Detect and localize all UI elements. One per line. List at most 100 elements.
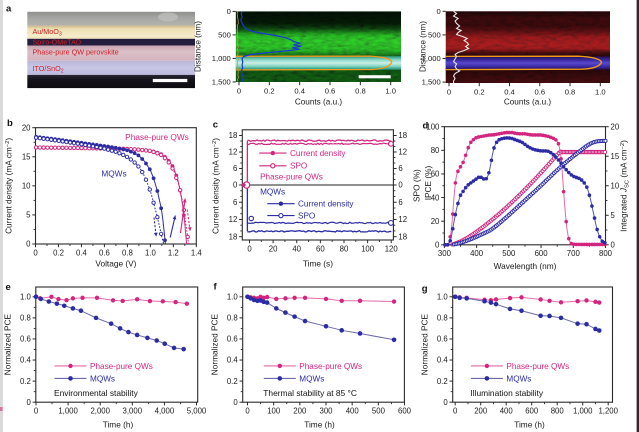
svg-text:100: 100 — [426, 122, 440, 131]
svg-text:0.6: 0.6 — [535, 88, 546, 97]
svg-text:0.8: 0.8 — [355, 87, 366, 96]
svg-text:0.4: 0.4 — [294, 87, 305, 96]
svg-text:0.6: 0.6 — [99, 248, 110, 257]
svg-text:400: 400 — [470, 249, 484, 258]
svg-text:Voltage (V): Voltage (V) — [95, 259, 136, 269]
svg-text:4,000: 4,000 — [155, 407, 175, 416]
svg-text:20: 20 — [431, 217, 440, 226]
svg-text:Time (s): Time (s) — [303, 259, 333, 269]
svg-text:300: 300 — [438, 249, 452, 258]
svg-text:1.0: 1.0 — [437, 293, 449, 302]
svg-text:0: 0 — [611, 241, 616, 250]
svg-text:0.8: 0.8 — [122, 248, 133, 257]
svg-text:Time (h): Time (h) — [103, 420, 134, 430]
svg-text:6: 6 — [398, 198, 402, 207]
svg-text:ITO/SnO2: ITO/SnO2 — [33, 64, 64, 75]
svg-text:20: 20 — [22, 123, 31, 132]
svg-text:80: 80 — [431, 146, 440, 155]
svg-text:0.4: 0.4 — [20, 356, 32, 365]
svg-text:5: 5 — [26, 211, 31, 220]
svg-text:0: 0 — [34, 407, 39, 416]
svg-text:0.2: 0.2 — [53, 248, 64, 257]
svg-text:0.8: 0.8 — [565, 88, 576, 97]
svg-text:1,500: 1,500 — [422, 78, 441, 87]
svg-text:0.4: 0.4 — [76, 248, 88, 257]
svg-text:400: 400 — [500, 407, 514, 416]
svg-text:6: 6 — [233, 198, 237, 207]
svg-text:0.4: 0.4 — [437, 356, 449, 365]
svg-text:Current density: Current density — [290, 149, 346, 158]
svg-text:12: 12 — [229, 148, 238, 157]
svg-text:1.0: 1.0 — [227, 293, 239, 302]
svg-text:Phase-pure QWs: Phase-pure QWs — [506, 362, 569, 371]
svg-text:100: 100 — [267, 407, 281, 416]
svg-text:0.8: 0.8 — [20, 314, 31, 323]
svg-text:Phase-pure QWs: Phase-pure QWs — [125, 132, 189, 142]
svg-text:2,000: 2,000 — [90, 407, 110, 416]
svg-text:12: 12 — [398, 215, 407, 224]
svg-text:18: 18 — [229, 131, 238, 140]
svg-text:IPCE (%): IPCE (%) — [423, 165, 433, 200]
svg-text:500: 500 — [502, 249, 516, 258]
svg-text:0: 0 — [435, 241, 440, 250]
svg-text:10: 10 — [611, 181, 620, 190]
svg-text:0.8: 0.8 — [437, 314, 448, 323]
svg-text:SPO: SPO — [290, 162, 307, 171]
svg-text:0: 0 — [26, 240, 31, 249]
svg-text:40: 40 — [292, 244, 301, 253]
svg-text:Phase-pure QWs: Phase-pure QWs — [299, 362, 362, 371]
svg-text:Distance (nm): Distance (nm) — [194, 21, 203, 72]
svg-text:a: a — [6, 4, 12, 15]
svg-text:0.6: 0.6 — [437, 335, 448, 344]
svg-text:0: 0 — [26, 398, 31, 407]
svg-text:200: 200 — [293, 407, 307, 416]
svg-text:0: 0 — [33, 248, 38, 257]
svg-text:200: 200 — [474, 407, 488, 416]
svg-text:1,000: 1,000 — [58, 407, 78, 416]
svg-text:600: 600 — [398, 407, 412, 416]
svg-text:Integrated JSC (mA cm−2): Integrated JSC (mA cm−2) — [619, 140, 631, 232]
svg-text:e: e — [6, 282, 11, 293]
svg-text:Thermal stability at 85 °C: Thermal stability at 85 °C — [263, 388, 357, 398]
svg-text:800: 800 — [599, 249, 613, 258]
svg-text:5: 5 — [611, 211, 616, 220]
svg-text:Wavelength (nm): Wavelength (nm) — [494, 261, 557, 271]
svg-text:MQWs: MQWs — [506, 374, 531, 383]
svg-text:700: 700 — [567, 249, 581, 258]
svg-text:1,200: 1,200 — [598, 407, 618, 416]
svg-text:60: 60 — [316, 244, 325, 253]
svg-text:400: 400 — [346, 407, 360, 416]
svg-text:Distance (nm): Distance (nm) — [419, 21, 428, 72]
svg-text:100: 100 — [361, 244, 375, 253]
svg-text:300: 300 — [319, 407, 333, 416]
svg-text:SPO: SPO — [298, 211, 315, 220]
svg-text:60: 60 — [431, 170, 440, 179]
svg-text:g: g — [422, 284, 428, 295]
svg-text:800: 800 — [551, 407, 565, 416]
svg-text:12: 12 — [229, 215, 238, 224]
svg-text:600: 600 — [535, 249, 549, 258]
svg-text:1,500: 1,500 — [212, 78, 231, 87]
svg-text:120: 120 — [385, 244, 399, 253]
svg-text:0.6: 0.6 — [20, 335, 31, 344]
svg-text:0.8: 0.8 — [227, 314, 238, 323]
svg-text:MQWs: MQWs — [90, 374, 115, 383]
svg-text:18: 18 — [398, 131, 407, 140]
svg-text:0: 0 — [227, 7, 231, 16]
svg-text:Counts (a.u.): Counts (a.u.) — [504, 98, 552, 107]
svg-text:0.4: 0.4 — [504, 88, 515, 97]
svg-text:20: 20 — [611, 122, 620, 131]
svg-text:Normalized PCE: Normalized PCE — [209, 313, 219, 375]
svg-text:SPO (%): SPO (%) — [412, 169, 422, 202]
svg-text:3,000: 3,000 — [123, 407, 143, 416]
svg-text:0.6: 0.6 — [325, 87, 336, 96]
svg-text:1.2: 1.2 — [168, 248, 179, 257]
svg-text:0: 0 — [443, 398, 448, 407]
svg-text:0: 0 — [453, 407, 458, 416]
svg-text:Illumination stability: Illumination stability — [470, 388, 543, 398]
svg-text:MQWs: MQWs — [101, 169, 126, 179]
svg-text:1,000: 1,000 — [422, 54, 441, 63]
svg-text:0: 0 — [398, 181, 403, 190]
svg-text:MQWs: MQWs — [260, 188, 285, 197]
svg-text:Au/MoO3: Au/MoO3 — [33, 27, 62, 38]
